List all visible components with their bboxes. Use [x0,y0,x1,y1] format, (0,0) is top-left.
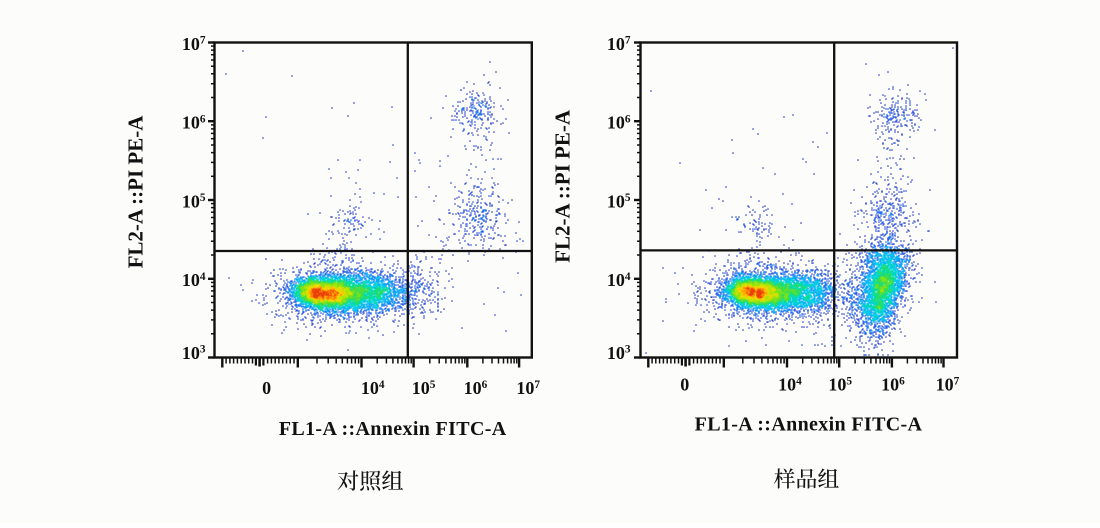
svg-text:0: 0 [680,375,689,395]
svg-text:FL1-A ::Annexin FITC-A: FL1-A ::Annexin FITC-A [279,418,507,440]
svg-text:FL2-A ::PI PE-A: FL2-A ::PI PE-A [550,109,574,263]
svg-text:105: 105 [412,378,436,398]
svg-text:105: 105 [828,375,852,395]
svg-text:107: 107 [516,378,540,398]
svg-text:FL1-A ::Annexin FITC-A: FL1-A ::Annexin FITC-A [695,413,923,435]
svg-text:FL2-A ::PI PE-A: FL2-A ::PI PE-A [124,115,148,269]
svg-text:0: 0 [262,378,271,398]
svg-text:104: 104 [361,378,385,398]
